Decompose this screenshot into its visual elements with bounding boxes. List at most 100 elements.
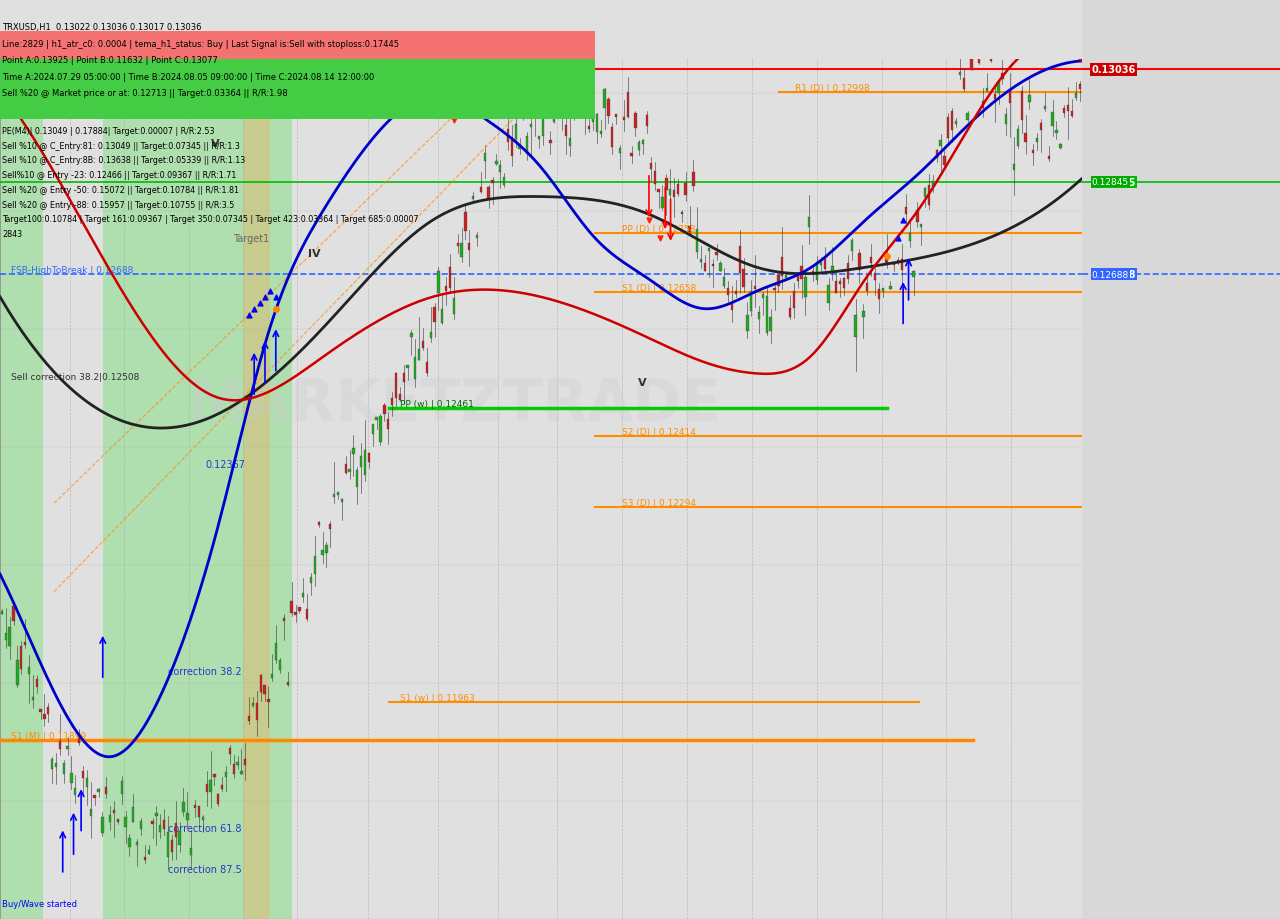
Bar	[947, 118, 950, 139]
Text: FSB-HighToBreak | 0.12688: FSB-HighToBreak | 0.12688	[10, 267, 133, 275]
Bar	[835, 281, 837, 293]
Bar	[415, 357, 416, 380]
Point	[244, 302, 265, 317]
Bar	[465, 213, 467, 232]
Bar	[225, 772, 227, 777]
Bar	[796, 274, 799, 281]
Bar	[495, 162, 498, 165]
Bar	[0, 0, 44, 919]
Bar	[0, 60, 595, 119]
Bar	[847, 263, 849, 279]
Bar	[268, 699, 270, 702]
Bar	[193, 805, 196, 808]
Bar	[1079, 85, 1080, 89]
Text: 0.13036: 0.13036	[1092, 65, 1135, 75]
Bar	[0, 32, 595, 60]
Bar	[855, 315, 856, 337]
Bar	[607, 100, 609, 117]
Bar	[704, 263, 707, 271]
Bar	[1028, 96, 1030, 103]
Bar	[522, 90, 525, 98]
Bar	[360, 457, 362, 468]
Bar	[237, 762, 239, 765]
Bar	[788, 309, 791, 318]
Bar	[178, 832, 180, 845]
Bar	[859, 254, 860, 270]
Bar	[294, 612, 297, 616]
Bar	[445, 287, 447, 292]
Bar	[101, 818, 104, 833]
Text: correction 87.5: correction 87.5	[168, 864, 242, 874]
Bar	[182, 802, 184, 811]
Bar	[870, 257, 872, 264]
Bar	[677, 185, 680, 194]
Bar	[716, 253, 718, 255]
Bar	[1032, 151, 1034, 153]
Bar	[105, 788, 108, 795]
Bar	[147, 850, 150, 854]
Bar	[166, 832, 169, 857]
Bar	[86, 778, 88, 787]
Bar	[603, 90, 605, 109]
Bar	[275, 0, 292, 919]
Bar	[924, 188, 927, 198]
Text: PP (D) | 0.12758: PP (D) | 0.12758	[622, 225, 695, 233]
Bar	[55, 763, 58, 767]
Text: III: III	[282, 48, 293, 58]
Bar	[823, 259, 826, 269]
Bar	[159, 824, 161, 832]
Bar	[13, 607, 14, 621]
Bar	[897, 261, 900, 264]
Bar	[901, 260, 904, 270]
Bar	[549, 141, 552, 143]
Bar	[781, 258, 783, 277]
Point	[893, 213, 914, 228]
Bar	[692, 173, 695, 187]
Text: 0.12688: 0.12688	[1092, 270, 1137, 280]
Bar	[1043, 107, 1046, 109]
Bar	[545, 93, 548, 113]
Text: 2843: 2843	[3, 230, 22, 239]
Text: S1 (M) | 0.11899: S1 (M) | 0.11899	[10, 731, 86, 740]
Text: S1 (w) | 0.11963: S1 (w) | 0.11963	[401, 693, 475, 702]
Bar	[762, 295, 764, 299]
Point	[255, 290, 275, 305]
Bar	[356, 471, 358, 488]
Bar	[302, 594, 305, 597]
Bar	[97, 789, 100, 792]
Bar	[819, 263, 822, 266]
Text: S1 (D) | 0.12658: S1 (D) | 0.12658	[622, 284, 696, 293]
Bar	[256, 703, 259, 720]
Bar	[595, 115, 598, 132]
Bar	[635, 113, 636, 129]
Bar	[17, 661, 18, 686]
Bar	[662, 198, 663, 209]
Bar	[74, 789, 77, 796]
Bar	[685, 184, 687, 197]
Bar	[631, 153, 632, 156]
Bar	[124, 817, 127, 827]
Text: Point A:0.13925 | Point B:0.11632 | Point C:0.13077: Point A:0.13925 | Point B:0.11632 | Poin…	[3, 56, 218, 65]
Bar	[109, 815, 111, 822]
Bar	[561, 101, 563, 118]
Bar	[78, 733, 81, 743]
Bar	[244, 759, 247, 765]
Bar	[792, 292, 795, 309]
Bar	[163, 820, 165, 830]
Bar	[1059, 144, 1061, 149]
Bar	[534, 105, 536, 119]
Bar	[913, 271, 915, 278]
Text: Buy/Wave started: Buy/Wave started	[3, 899, 77, 908]
Text: Sell %20 @ Entry -88: 0.15957 || Target:0.10755 || R/R:3.5: Sell %20 @ Entry -88: 0.15957 || Target:…	[3, 200, 234, 210]
Text: R2 (D) | 0.13102: R2 (D) | 0.13102	[795, 22, 869, 31]
Bar	[943, 156, 946, 165]
Bar	[1020, 92, 1023, 121]
Bar	[206, 784, 207, 792]
Bar	[978, 50, 980, 64]
Bar	[966, 114, 969, 121]
Bar	[800, 267, 803, 279]
Bar	[24, 642, 27, 645]
Bar	[398, 394, 401, 401]
Bar	[974, 43, 977, 47]
Bar	[321, 550, 324, 555]
